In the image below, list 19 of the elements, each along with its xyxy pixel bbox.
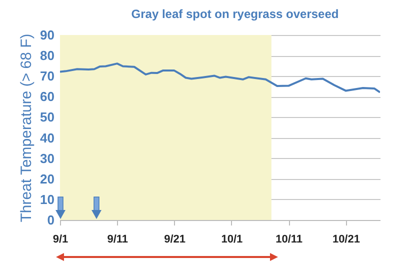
y-tick-label: 30 bbox=[40, 150, 54, 166]
x-tick-label: 9/21 bbox=[164, 234, 186, 246]
y-tick-label: 20 bbox=[40, 171, 54, 186]
x-tick-label: 10/1 bbox=[221, 234, 243, 246]
y-tick-label: 70 bbox=[40, 68, 54, 84]
y-tick-label: 60 bbox=[40, 89, 54, 104]
x-tick-label: 9/11 bbox=[107, 234, 128, 246]
y-tick-label: 80 bbox=[40, 48, 54, 64]
y-tick-label: 40 bbox=[40, 130, 54, 146]
line-series bbox=[60, 62, 380, 94]
x-tick-label: 9/1 bbox=[52, 234, 68, 246]
chart-title: Gray leaf spot on ryegrass overseed bbox=[131, 7, 339, 21]
y-tick-label: 50 bbox=[40, 110, 54, 125]
y-tick-label: 10 bbox=[40, 192, 54, 207]
y-tick-label: 90 bbox=[40, 28, 54, 42]
x-tick-label: 10/21 bbox=[332, 234, 360, 246]
y-axis-title: Threat Temperature (> 68 F) bbox=[18, 34, 36, 222]
y-tick-label: 0 bbox=[47, 212, 54, 228]
x-tick-label: 10/11 bbox=[276, 234, 303, 246]
